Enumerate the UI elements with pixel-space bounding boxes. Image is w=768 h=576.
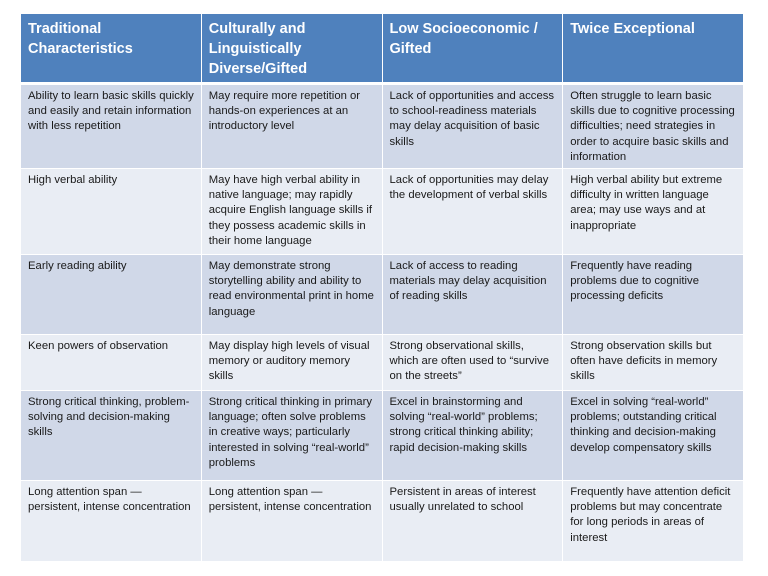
table-cell: Long attention span — persistent, intens… [20,480,202,563]
table-cell: Strong critical thinking, problem-solvin… [20,390,202,482]
table-cell: Keen powers of observation [20,334,202,392]
table-cell: May have high verbal ability in native l… [200,168,383,256]
table-cell: Lack of opportunities and access to scho… [381,82,564,170]
table-cell: Lack of opportunities may delay the deve… [381,168,564,256]
table-cell: Long attention span — persistent, intens… [200,480,383,563]
header-culturally-linguistically-diverse: Culturally and Linguistically Diverse/Gi… [200,13,383,85]
table-cell: Excel in solving “real-world” problems; … [562,390,744,482]
table-row: Ability to learn basic skills quickly an… [20,82,744,170]
table-cell: Strong critical thinking in primary lang… [200,390,383,482]
table-cell: Frequently have attention deficit proble… [562,480,744,563]
table-cell: Ability to learn basic skills quickly an… [20,82,202,170]
table-cell: Lack of access to reading materials may … [381,254,564,336]
table-cell: Strong observation skills but often have… [562,334,744,392]
table-cell: May display high levels of visual memory… [200,334,383,392]
table-row: Early reading ability May demonstrate st… [20,254,744,336]
table-cell: Persistent in areas of interest usually … [381,480,564,563]
gifted-characteristics-table: Traditional Characteristics Culturally a… [20,13,744,563]
table-header-row: Traditional Characteristics Culturally a… [20,13,744,85]
table-cell: Strong observational skills, which are o… [381,334,564,392]
header-twice-exceptional: Twice Exceptional [562,13,744,85]
table-cell: High verbal ability [20,168,202,256]
table-row: High verbal ability May have high verbal… [20,168,744,256]
table-row: Strong critical thinking, problem-solvin… [20,390,744,482]
table-cell: Excel in brainstorming and solving “real… [381,390,564,482]
table-cell: Often struggle to learn basic skills due… [562,82,744,170]
table-row: Long attention span — persistent, intens… [20,480,744,563]
table-cell: May require more repetition or hands-on … [200,82,383,170]
header-low-socioeconomic: Low Socioeconomic / Gifted [381,13,564,85]
table-cell: High verbal ability but extreme difficul… [562,168,744,256]
table-cell: Early reading ability [20,254,202,336]
header-traditional: Traditional Characteristics [20,13,202,85]
table-cell: Frequently have reading problems due to … [562,254,744,336]
table-row: Keen powers of observation May display h… [20,334,744,392]
table-cell: May demonstrate strong storytelling abil… [200,254,383,336]
